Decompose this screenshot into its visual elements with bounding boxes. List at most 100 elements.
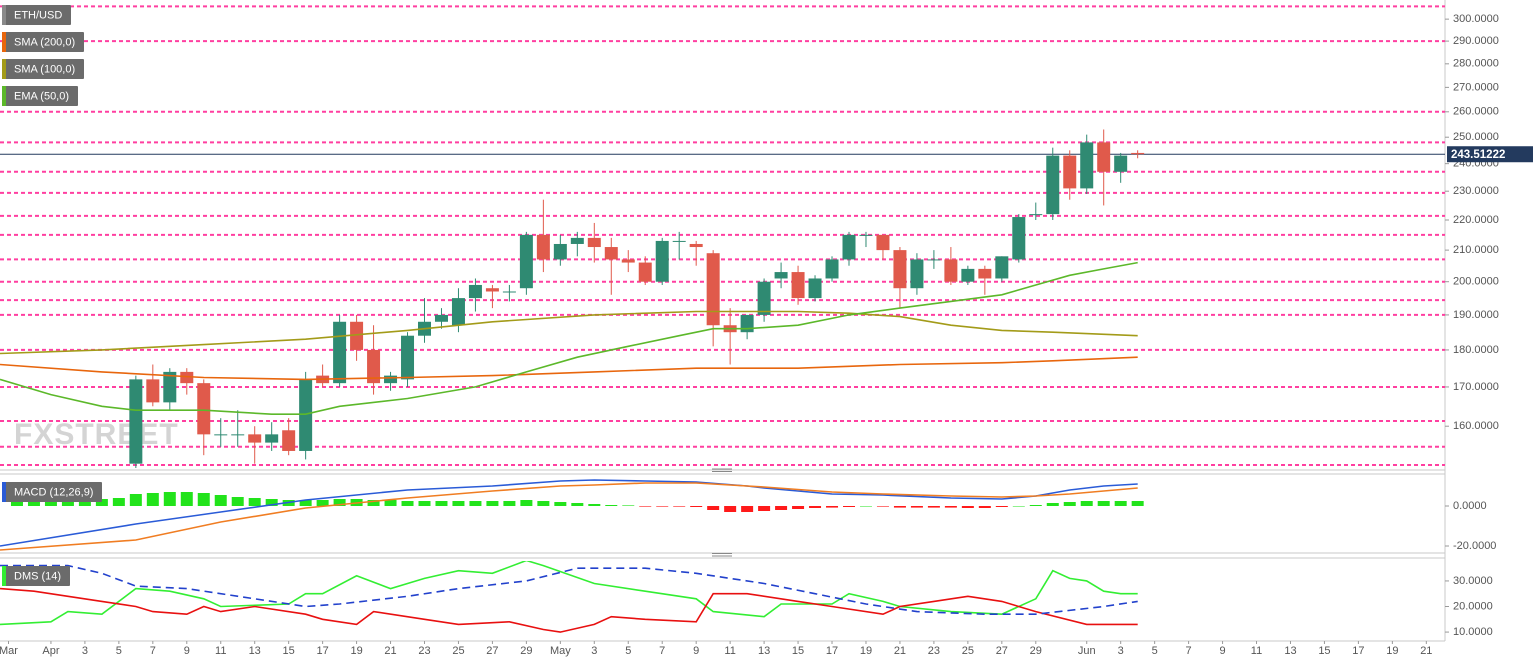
legend-label: MACD (12,26,9) — [14, 486, 93, 498]
x-tick-label: 21 — [1420, 645, 1432, 657]
histogram-bar — [384, 500, 397, 506]
legend-box — [2, 32, 84, 52]
histogram-bar — [859, 506, 872, 507]
legend-stripe — [2, 566, 6, 586]
legend-box — [2, 59, 84, 79]
legend-stripe — [2, 482, 6, 502]
histogram-bar — [112, 498, 125, 506]
candle-body — [604, 247, 618, 260]
candle-body — [927, 259, 941, 261]
histogram-bar — [537, 501, 550, 506]
candle-body — [1012, 217, 1026, 260]
histogram-bar — [758, 506, 771, 511]
y-tick-label: 180.0000 — [1453, 344, 1499, 356]
histogram-bar — [571, 503, 584, 506]
candle-body — [1131, 152, 1145, 155]
histogram-bar — [27, 500, 40, 506]
candle-body — [978, 268, 992, 279]
candle-body — [995, 256, 1009, 279]
legend-box — [2, 5, 71, 25]
histogram-bar — [588, 504, 601, 506]
histogram-bar — [741, 506, 754, 512]
candle-body — [214, 434, 228, 436]
x-tick-label: Jun — [1078, 645, 1096, 657]
histogram-bar — [231, 497, 244, 506]
candle-body — [1029, 214, 1043, 216]
candle-body — [672, 240, 686, 242]
x-tick-label: 21 — [894, 645, 906, 657]
candle-body — [502, 291, 516, 293]
y-tick-label: 270.0000 — [1453, 81, 1499, 93]
candle-body — [944, 259, 958, 282]
histogram-bar — [554, 502, 567, 506]
histogram-bar — [893, 506, 906, 508]
legend-label: SMA (100,0) — [14, 63, 75, 75]
histogram-bar — [265, 499, 278, 506]
candle-body — [367, 349, 381, 384]
y-tick-label: 280.0000 — [1453, 58, 1499, 70]
histogram-bar — [944, 506, 957, 508]
x-tick-label: 7 — [659, 645, 665, 657]
legend-label: ETH/USD — [14, 9, 62, 21]
histogram-bar — [503, 501, 516, 506]
candle-body — [519, 234, 533, 289]
candle-body — [333, 321, 347, 384]
candle-body — [299, 379, 313, 451]
candle-body — [197, 383, 211, 435]
histogram-bar — [1114, 501, 1127, 506]
histogram-bar — [95, 499, 108, 506]
x-tick-label: 25 — [452, 645, 464, 657]
legend-label: DMS (14) — [14, 570, 61, 582]
last-price-box — [1447, 146, 1533, 163]
x-tick-label: 9 — [1219, 645, 1225, 657]
candle-body — [434, 314, 448, 322]
y-tick-label: 230.0000 — [1453, 185, 1499, 197]
histogram-bar — [978, 506, 991, 508]
histogram-bar — [61, 500, 74, 506]
histogram-bar — [469, 501, 482, 506]
histogram-bar — [910, 506, 923, 508]
y-tick-label: 260.0000 — [1453, 106, 1499, 118]
histogram-bar — [775, 506, 788, 510]
x-tick-label: 29 — [1030, 645, 1042, 657]
candle-body — [791, 272, 805, 299]
candle-body — [485, 288, 499, 292]
y-tick-label: 20.0000 — [1453, 600, 1493, 612]
candle-body — [587, 237, 601, 248]
pane-grip[interactable] — [712, 468, 732, 557]
candle-body — [1080, 142, 1094, 189]
x-tick-label: 13 — [1284, 645, 1296, 657]
histogram-bar — [995, 506, 1008, 507]
candle-body — [876, 234, 890, 251]
y-tick-label: 200.0000 — [1453, 276, 1499, 288]
candle-body — [536, 234, 550, 260]
candle-body — [1046, 155, 1060, 215]
candle-body — [451, 298, 465, 326]
x-tick-label: 19 — [860, 645, 872, 657]
pane: FXSTREET — [0, 5, 1445, 468]
candle-body — [893, 250, 907, 289]
series-line — [0, 482, 1138, 551]
histogram-bar — [809, 506, 822, 508]
x-tick-label: 5 — [1152, 645, 1158, 657]
histogram-bar — [180, 492, 193, 506]
histogram-bar — [605, 505, 618, 506]
x-tick-label: 9 — [693, 645, 699, 657]
x-tick-label: 27 — [996, 645, 1008, 657]
histogram-bar — [1046, 503, 1059, 506]
candle-body — [180, 371, 194, 384]
histogram-bar — [1029, 505, 1042, 506]
legend-box — [2, 566, 70, 586]
histogram-bar — [520, 500, 533, 506]
x-tick-label: 5 — [116, 645, 122, 657]
candle-body — [401, 335, 415, 380]
histogram-bar — [724, 506, 737, 512]
candle-body — [808, 278, 822, 299]
x-tick-label: 3 — [591, 645, 597, 657]
x-tick-label: 7 — [150, 645, 156, 657]
histogram-bar — [214, 495, 227, 506]
histogram-bar — [452, 501, 465, 506]
histogram-bar — [10, 500, 23, 506]
